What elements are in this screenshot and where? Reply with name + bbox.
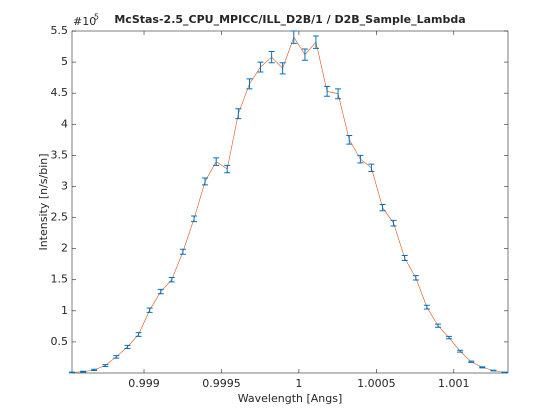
error-bar	[224, 164, 231, 174]
y-tick-label: 5.5	[51, 24, 69, 37]
chart-title: McStas-2.5_CPU_MPICC/ILL_D2B/1 / D2B_Sam…	[114, 13, 465, 26]
error-bar	[202, 177, 209, 186]
error-bar	[246, 78, 253, 90]
y-tick-label: 2.5	[51, 211, 69, 224]
error-bar	[102, 364, 109, 367]
error-bar	[457, 349, 464, 353]
y-tick-label: 2	[61, 242, 68, 255]
y-multiplier-exponent: 5	[94, 13, 99, 22]
error-bar	[257, 61, 264, 73]
error-bar	[346, 134, 353, 145]
x-tick-label: 1.001	[438, 377, 470, 390]
error-bar	[146, 307, 153, 313]
x-tick-label: 1	[295, 377, 302, 390]
error-bar	[191, 215, 198, 223]
error-bar	[357, 154, 364, 164]
y-tick-label: 1.5	[51, 273, 69, 286]
error-bar	[69, 371, 75, 374]
error-bar	[91, 368, 98, 372]
y-tick-label: 3	[61, 179, 68, 192]
y-tick-label: 1	[61, 304, 68, 317]
error-bar	[423, 304, 430, 310]
y-multiplier-base: #10	[73, 15, 96, 28]
error-bar	[268, 51, 275, 64]
y-tick-label: 3.5	[51, 148, 69, 161]
error-bar	[468, 360, 475, 363]
error-bar	[113, 355, 120, 359]
error-bar	[379, 203, 386, 212]
y-tick-label: 0.5	[51, 335, 69, 348]
error-bar	[501, 371, 508, 374]
error-bar	[490, 369, 497, 372]
y-tick-label: 5	[61, 55, 68, 68]
error-bar	[168, 277, 175, 283]
x-tick-label: 1.0005	[357, 377, 396, 390]
error-bar	[412, 275, 419, 281]
error-bar	[213, 157, 220, 166]
error-bar	[135, 332, 142, 337]
error-bar	[301, 48, 308, 61]
error-bar	[157, 288, 164, 295]
error-bar	[80, 370, 87, 373]
y-tick-label: 4.5	[51, 86, 69, 99]
x-tick-label: 0.999	[128, 377, 160, 390]
error-bar	[401, 254, 408, 261]
error-bar	[324, 85, 331, 97]
axes-box	[71, 30, 509, 374]
error-bar	[434, 323, 441, 328]
error-bar	[290, 30, 297, 44]
error-bar	[368, 163, 375, 173]
error-bar	[335, 88, 342, 100]
data-line	[71, 36, 505, 373]
error-bar	[124, 344, 131, 349]
error-bar	[279, 62, 286, 75]
error-bar	[445, 335, 452, 340]
error-bar	[479, 366, 486, 369]
error-bar	[390, 219, 397, 227]
y-tick-label: 4	[61, 117, 68, 130]
y-axis-label: Intensity [n/s/bin]	[37, 153, 50, 250]
error-bar	[235, 108, 242, 120]
error-bar	[312, 35, 319, 49]
error-bar	[179, 248, 186, 255]
x-axis-label: Wavelength [Angs]	[238, 392, 343, 405]
x-tick-label: 0.9995	[202, 377, 241, 390]
